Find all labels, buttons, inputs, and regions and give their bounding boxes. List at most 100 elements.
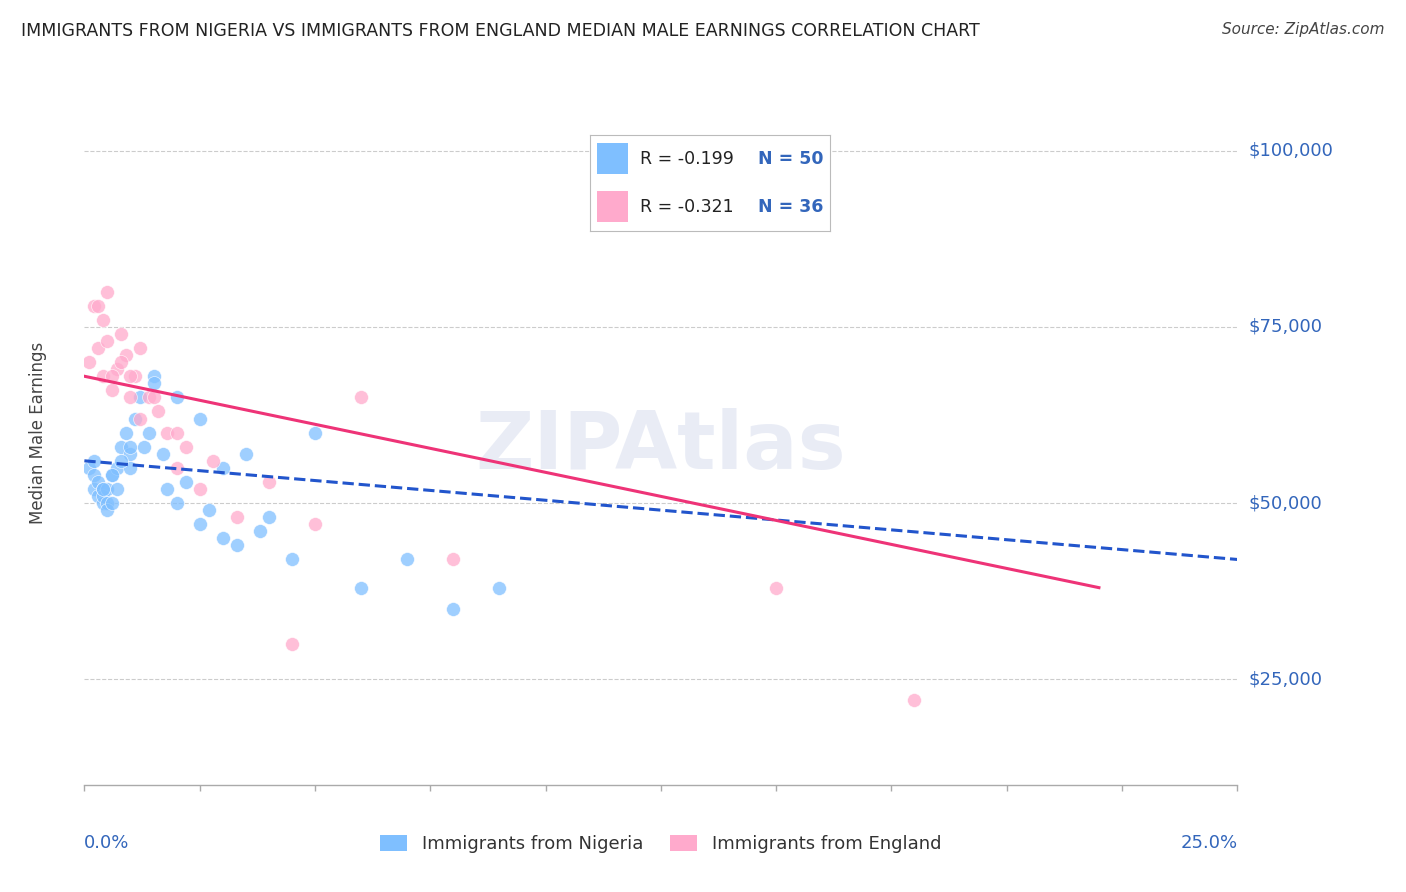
Point — [77, 460, 100, 475]
Text: Source: ZipAtlas.com: Source: ZipAtlas.com — [1222, 22, 1385, 37]
Point — [281, 637, 304, 651]
Legend: Immigrants from Nigeria, Immigrants from England: Immigrants from Nigeria, Immigrants from… — [373, 828, 949, 861]
Point — [110, 326, 132, 341]
Point — [188, 517, 211, 532]
Point — [765, 581, 787, 595]
Point — [257, 510, 280, 524]
Point — [166, 390, 188, 404]
Point — [96, 334, 118, 348]
Text: $50,000: $50,000 — [1249, 494, 1322, 512]
Text: IMMIGRANTS FROM NIGERIA VS IMMIGRANTS FROM ENGLAND MEDIAN MALE EARNINGS CORRELAT: IMMIGRANTS FROM NIGERIA VS IMMIGRANTS FR… — [21, 22, 980, 40]
Point — [115, 348, 138, 362]
Point — [142, 376, 165, 391]
Text: Median Male Earnings: Median Male Earnings — [30, 342, 48, 524]
Point — [156, 425, 179, 440]
Point — [156, 482, 179, 496]
Point — [211, 460, 233, 475]
Point — [77, 355, 100, 369]
Point — [96, 482, 118, 496]
FancyBboxPatch shape — [598, 191, 628, 222]
Point — [124, 411, 146, 425]
Point — [91, 369, 114, 384]
Point — [91, 489, 114, 503]
Point — [198, 503, 221, 517]
Point — [257, 475, 280, 489]
Point — [105, 460, 128, 475]
FancyBboxPatch shape — [598, 144, 628, 174]
Point — [225, 510, 247, 524]
Point — [188, 482, 211, 496]
Point — [124, 369, 146, 384]
Point — [138, 425, 160, 440]
Text: 25.0%: 25.0% — [1180, 834, 1237, 852]
Point — [128, 390, 150, 404]
Point — [166, 496, 188, 510]
Text: $25,000: $25,000 — [1249, 670, 1323, 689]
Point — [87, 475, 110, 489]
Point — [166, 425, 188, 440]
Point — [91, 482, 114, 496]
Point — [91, 482, 114, 496]
Point — [166, 460, 188, 475]
Text: 0.0%: 0.0% — [84, 834, 129, 852]
Point — [249, 524, 271, 539]
Point — [105, 362, 128, 376]
Text: N = 50: N = 50 — [758, 150, 823, 168]
Point — [188, 411, 211, 425]
Point — [441, 601, 464, 615]
Point — [138, 390, 160, 404]
Point — [105, 482, 128, 496]
Point — [128, 341, 150, 355]
Point — [101, 384, 124, 398]
Point — [142, 390, 165, 404]
Point — [91, 496, 114, 510]
Point — [101, 467, 124, 482]
Point — [120, 390, 142, 404]
Point — [96, 503, 118, 517]
Point — [91, 313, 114, 327]
Point — [83, 467, 105, 482]
Point — [96, 496, 118, 510]
Point — [488, 581, 510, 595]
Point — [304, 425, 326, 440]
Point — [87, 341, 110, 355]
Point — [202, 454, 225, 468]
Point — [110, 355, 132, 369]
Point — [83, 454, 105, 468]
Text: R = -0.199: R = -0.199 — [640, 150, 734, 168]
Point — [83, 299, 105, 313]
Point — [903, 693, 925, 707]
Point — [142, 369, 165, 384]
Point — [146, 404, 169, 418]
Point — [134, 440, 156, 454]
Point — [304, 517, 326, 532]
Point — [96, 285, 118, 299]
Point — [350, 581, 373, 595]
Text: N = 36: N = 36 — [758, 198, 823, 216]
Point — [350, 390, 373, 404]
Point — [441, 552, 464, 566]
Point — [83, 482, 105, 496]
Point — [87, 489, 110, 503]
Point — [120, 369, 142, 384]
Text: $100,000: $100,000 — [1249, 142, 1333, 160]
Text: ZIPAtlas: ZIPAtlas — [475, 408, 846, 486]
Point — [115, 425, 138, 440]
Point — [235, 447, 257, 461]
Point — [101, 467, 124, 482]
Point — [174, 475, 197, 489]
Point — [120, 447, 142, 461]
Point — [87, 299, 110, 313]
Point — [211, 531, 233, 545]
Point — [225, 538, 247, 552]
Point — [120, 460, 142, 475]
Point — [101, 496, 124, 510]
Point — [110, 454, 132, 468]
Point — [281, 552, 304, 566]
Text: $75,000: $75,000 — [1249, 318, 1323, 336]
Point — [120, 440, 142, 454]
Point — [174, 440, 197, 454]
Point — [152, 447, 174, 461]
Point — [101, 369, 124, 384]
Point — [396, 552, 419, 566]
